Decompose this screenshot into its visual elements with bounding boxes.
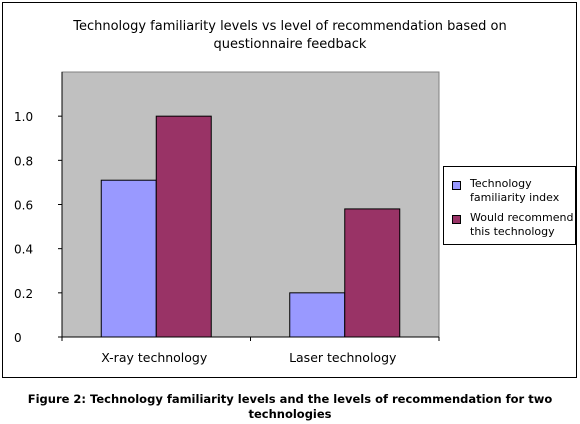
legend-item-familiarity: Technology familiarity index bbox=[452, 177, 574, 205]
legend-label-recommend-line-2: this technology bbox=[470, 225, 555, 238]
figure-caption: Figure 2: Technology familiarity levels … bbox=[0, 392, 580, 422]
chart-title-line-2: questionnaire feedback bbox=[214, 37, 367, 52]
legend-swatch-familiarity bbox=[452, 181, 461, 190]
x-tick-label: Laser technology bbox=[289, 350, 397, 365]
legend-label-familiarity-line-1: Technology bbox=[470, 177, 532, 190]
legend-label-recommend: Would recommend this technology bbox=[470, 211, 574, 239]
bar bbox=[155, 115, 212, 338]
bar bbox=[289, 292, 346, 338]
y-tick-label: 1.0 bbox=[14, 110, 33, 124]
figure-caption-line-2: technologies bbox=[248, 407, 332, 421]
y-tick-label: 0 bbox=[14, 331, 22, 345]
y-tick-label: 0.6 bbox=[14, 199, 33, 213]
y-tick-label: 0.8 bbox=[14, 154, 33, 168]
y-tick-label: 0.2 bbox=[14, 287, 33, 301]
chart-title-line-1: Technology familiarity levels vs level o… bbox=[72, 19, 507, 34]
figure-caption-line-1: Figure 2: Technology familiarity levels … bbox=[27, 392, 553, 406]
legend-label-familiarity-line-2: familiarity index bbox=[470, 191, 560, 204]
legend-swatch-recommend bbox=[452, 215, 461, 224]
chart-title: Technology familiarity levels vs level o… bbox=[72, 19, 507, 52]
bar bbox=[100, 179, 157, 338]
legend-label-recommend-line-1: Would recommend bbox=[470, 211, 574, 224]
bar bbox=[344, 208, 401, 338]
y-tick-label: 0.4 bbox=[14, 243, 33, 257]
bars bbox=[100, 115, 401, 338]
x-axis: X-ray technology Laser technology bbox=[61, 336, 440, 365]
bar-chart: Technology familiarity levels vs level o… bbox=[14, 19, 507, 365]
y-axis: 0 0.2 0.4 0.6 0.8 1.0 bbox=[14, 72, 63, 345]
legend: Technology familiarity index Would recom… bbox=[443, 166, 576, 245]
legend-label-familiarity: Technology familiarity index bbox=[470, 177, 574, 205]
legend-item-recommend: Would recommend this technology bbox=[452, 211, 574, 239]
x-tick-label: X-ray technology bbox=[101, 350, 208, 365]
